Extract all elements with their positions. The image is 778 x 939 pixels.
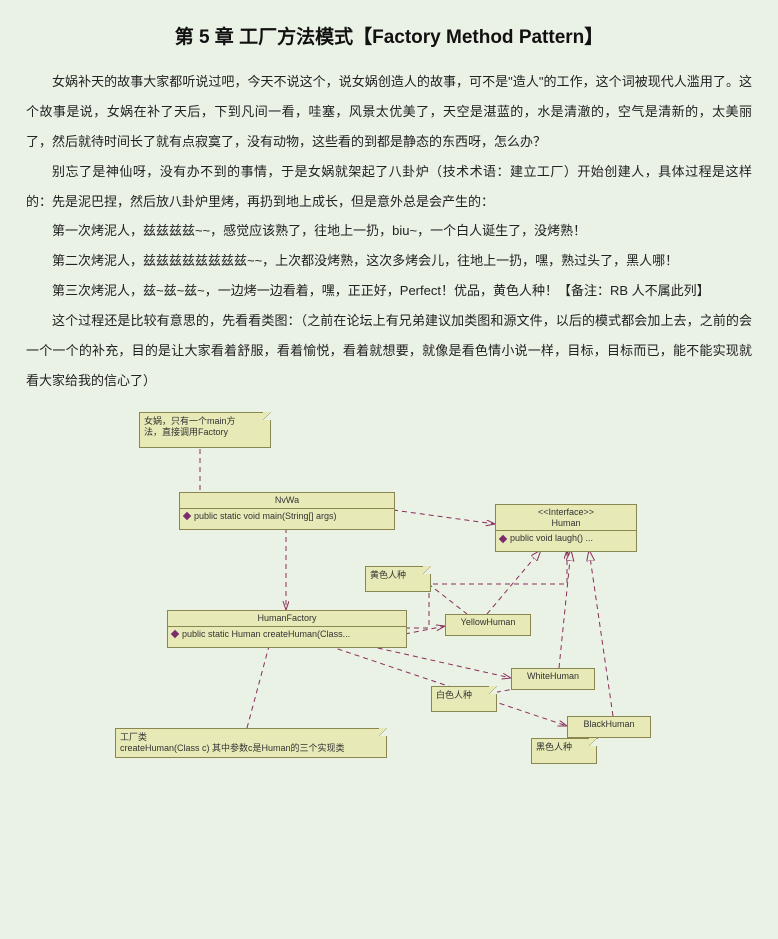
- uml-edge: [369, 646, 511, 678]
- uml-class-diagram: 女娲，只有一个main方法，直接调用Factory 黄色人种白色人种黑色人种 工厂类…: [69, 408, 709, 788]
- uml-class-cls-yellow: YellowHuman: [445, 614, 531, 636]
- uml-note: 女娲，只有一个main方法，直接调用Factory: [139, 412, 271, 448]
- uml-class-cls-human: <<Interface>>Humanpublic void laugh() ..…: [495, 504, 637, 552]
- paragraph: 这个过程还是比较有意思的，先看看类图：（之前在论坛上有兄弟建议加类图和源文件，以…: [26, 306, 752, 396]
- uml-class-cls-factory: HumanFactorypublic static Human createHu…: [167, 610, 407, 648]
- uml-edge: [589, 550, 613, 716]
- uml-class-cls-white: WhiteHuman: [511, 668, 595, 690]
- paragraph: 第三次烤泥人，兹~兹~兹~，一边烤一边看着，嘿，正正好，Perfect！优品，黄…: [26, 276, 752, 306]
- chapter-title: 第 5 章 工厂方法模式【Factory Method Pattern】: [26, 22, 752, 49]
- uml-class-cls-nvwa: NvWapublic static void main(String[] arg…: [179, 492, 395, 530]
- paragraph: 女娲补天的故事大家都听说过吧，今天不说这个，说女娲创造人的故事，可不是"造人"的…: [26, 67, 752, 157]
- uml-edge: [247, 646, 269, 728]
- uml-note: 黑色人种: [531, 738, 597, 764]
- uml-note: 白色人种: [431, 686, 497, 712]
- paragraph: 别忘了是神仙呀，没有办不到的事情，于是女娲就架起了八卦炉（技术术语：建立工厂）开…: [26, 157, 752, 217]
- document-page: 第 5 章 工厂方法模式【Factory Method Pattern】 女娲补…: [0, 0, 778, 818]
- paragraph: 第一次烤泥人，兹兹兹兹~~，感觉应该熟了，往地上一扔，biu~，一个白人诞生了，…: [26, 216, 752, 246]
- uml-class-cls-black: BlackHuman: [567, 716, 651, 738]
- uml-edge: [405, 626, 445, 634]
- uml-edge: [393, 510, 495, 524]
- uml-edge: [487, 550, 541, 614]
- uml-note: 黄色人种: [365, 566, 431, 592]
- uml-note: 工厂类createHuman(Class c) 其中参数c是Human的三个实现…: [115, 728, 387, 759]
- paragraph: 第二次烤泥人，兹兹兹兹兹兹兹兹~~，上次都没烤熟，这次多烤会儿，往地上一扔，嘿，…: [26, 246, 752, 276]
- uml-edge: [559, 550, 571, 668]
